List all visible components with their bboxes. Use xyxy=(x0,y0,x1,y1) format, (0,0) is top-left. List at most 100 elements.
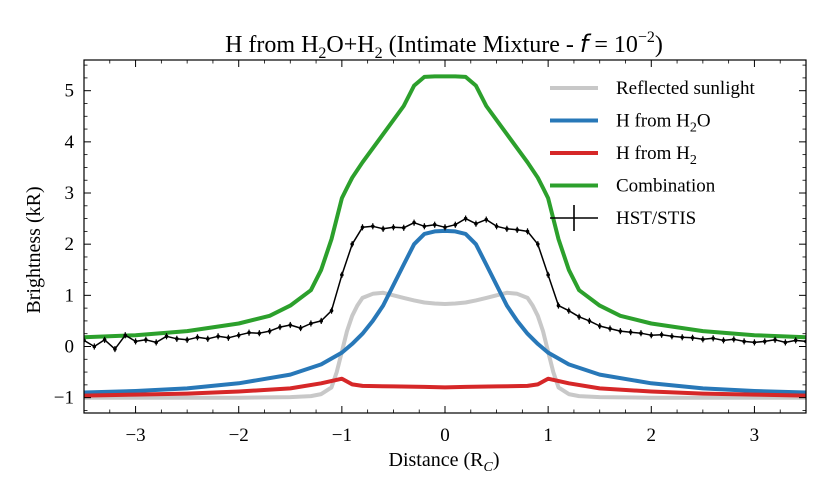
chart-title: H from H2O+H2 (Intimate Mixture - f = 10… xyxy=(225,29,663,62)
data-point xyxy=(525,229,530,234)
data-point xyxy=(422,224,427,229)
data-point xyxy=(164,334,169,339)
data-point xyxy=(721,338,726,343)
data-point xyxy=(309,321,313,326)
data-point xyxy=(288,323,293,327)
data-point xyxy=(515,228,519,232)
data-point xyxy=(154,340,158,345)
x-tick-label: 3 xyxy=(750,425,760,446)
series-3-line xyxy=(84,74,806,340)
data-point xyxy=(680,335,685,340)
legend-label: Reflected sunlight xyxy=(616,78,755,99)
y-tick-label: 4 xyxy=(65,132,75,153)
data-point xyxy=(494,224,499,229)
data-point xyxy=(659,332,664,337)
y-tick-label: 1 xyxy=(65,285,75,306)
data-point xyxy=(247,330,251,335)
data-point xyxy=(123,333,128,338)
data-point xyxy=(185,338,189,342)
legend: Reflected sunlight H from H2O H from H2 Com… xyxy=(550,78,755,231)
y-axis-label: Brightness (kR) xyxy=(23,186,45,313)
x-tick-label: 1 xyxy=(543,425,553,446)
data-point xyxy=(773,338,777,342)
data-point xyxy=(226,335,231,340)
data-point xyxy=(474,221,478,226)
data-point xyxy=(443,225,447,230)
data-point xyxy=(670,334,674,339)
data-point xyxy=(556,303,561,308)
x-tick-label: −3 xyxy=(125,425,145,446)
data-point xyxy=(278,325,282,329)
data-point xyxy=(639,331,643,335)
data-point xyxy=(144,338,148,342)
data-point xyxy=(618,329,623,333)
data-point xyxy=(793,338,798,343)
data-point xyxy=(340,273,344,277)
legend-label: HST/STIS xyxy=(616,208,696,229)
series-0-line xyxy=(84,290,806,400)
data-point xyxy=(381,227,385,231)
data-point xyxy=(711,336,715,341)
data-point xyxy=(205,337,210,341)
y-tick-label: 5 xyxy=(65,81,75,102)
data-point xyxy=(752,340,757,345)
data-point xyxy=(319,319,324,323)
data-point xyxy=(628,330,633,334)
data-point xyxy=(649,333,654,338)
data-point xyxy=(587,319,592,323)
x-tick-label: 2 xyxy=(647,425,657,446)
y-tick-label: −1 xyxy=(54,388,74,409)
data-point xyxy=(566,308,571,313)
axis-ticks: −3 −2 −1 0 1 2 3 −1 0 1 2 3 4 5 xyxy=(54,60,807,446)
y-tick-label: 0 xyxy=(65,336,75,357)
data-point xyxy=(608,326,612,331)
data-point xyxy=(371,224,375,229)
y-tick-label: 3 xyxy=(65,183,75,204)
legend-label: Combination xyxy=(616,176,716,197)
x-tick-label: −1 xyxy=(332,425,352,446)
plot-area xyxy=(84,74,806,400)
data-point xyxy=(236,333,241,338)
data-point xyxy=(401,226,406,230)
series-2-line xyxy=(84,376,806,398)
data-point xyxy=(113,347,117,351)
data-point xyxy=(360,225,365,230)
data-point xyxy=(701,337,705,342)
plot-frame xyxy=(83,59,807,414)
legend-label: H from H2 xyxy=(616,143,697,168)
data-point xyxy=(484,217,489,222)
data-point xyxy=(762,339,767,344)
data-point xyxy=(577,315,581,319)
data-point xyxy=(195,335,200,340)
data-point xyxy=(453,222,458,227)
data-point xyxy=(329,308,334,313)
data-point xyxy=(133,339,138,344)
x-tick-label: 0 xyxy=(440,425,450,446)
data-point xyxy=(690,335,695,340)
data-point xyxy=(432,222,437,227)
data-point xyxy=(412,220,416,225)
data-point xyxy=(463,216,468,221)
data-point xyxy=(732,337,736,342)
x-axis-label: Distance (RC) xyxy=(389,449,500,475)
data-point xyxy=(742,339,746,344)
data-point xyxy=(267,329,272,333)
data-point xyxy=(546,273,550,277)
data-point xyxy=(175,337,179,341)
data-point xyxy=(391,225,396,230)
data-point xyxy=(783,340,788,345)
data-point xyxy=(298,326,303,330)
data-point xyxy=(216,334,220,339)
x-tick-label: −2 xyxy=(229,425,249,446)
data-point xyxy=(257,331,262,335)
data-point xyxy=(92,344,97,349)
series-1-line xyxy=(84,228,806,395)
legend-label: H from H2O xyxy=(616,111,711,136)
data-point xyxy=(350,242,354,246)
data-point xyxy=(102,338,107,342)
data-point xyxy=(536,242,540,246)
data-point xyxy=(505,227,509,231)
y-tick-label: 2 xyxy=(65,234,75,255)
data-point xyxy=(597,324,602,328)
